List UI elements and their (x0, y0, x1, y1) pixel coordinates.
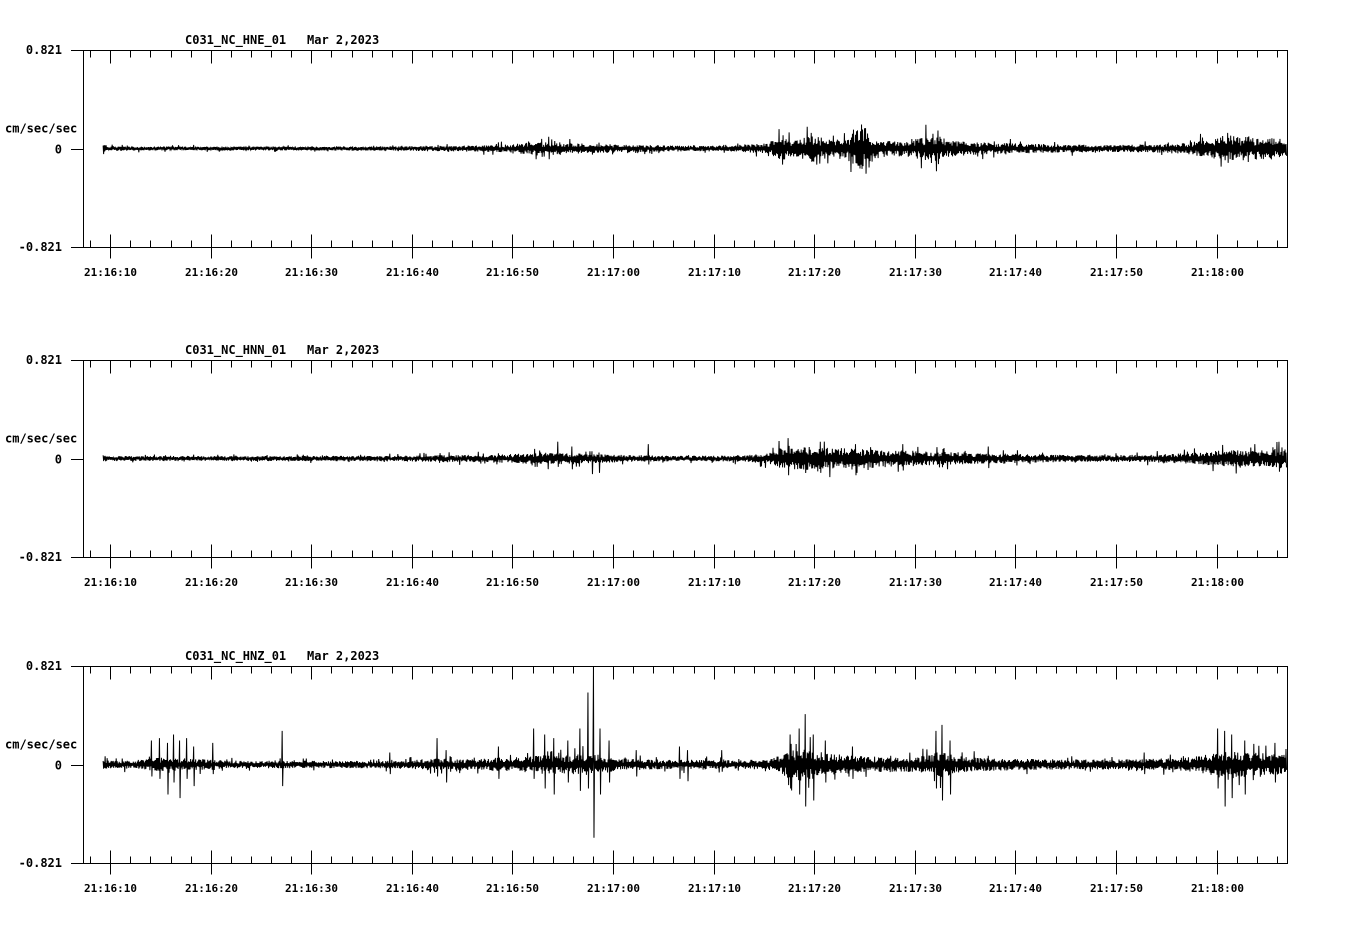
y-axis-units-label: cm/sec/sec (5, 432, 77, 446)
y-tick-label-min: -0.821 (19, 550, 62, 564)
x-tick-label: 21:17:20 (788, 576, 841, 589)
x-tick-label: 21:17:10 (688, 882, 741, 895)
seismogram-panel-C031_NC_HNZ_01: 21:16:10 21:16:20 21:16:30 21:16:40 21:16:50… (5, 649, 1288, 895)
x-tick-label: 21:17:50 (1090, 576, 1143, 589)
y-tick-label-min: -0.821 (19, 240, 62, 254)
x-tick-label: 21:16:50 (486, 882, 539, 895)
axis-group (71, 360, 1288, 569)
x-tick-label: 21:17:00 (587, 882, 640, 895)
y-axis-units-label: cm/sec/sec (5, 738, 77, 752)
x-tick-label: 21:16:50 (486, 576, 539, 589)
seismogram-panel-C031_NC_HNE_01: 21:16:10 21:16:20 21:16:30 21:16:40 21:16:50… (5, 33, 1288, 279)
x-tick-label: 21:17:40 (989, 882, 1042, 895)
x-tick-label: 21:16:30 (285, 576, 338, 589)
x-tick-label: 21:16:10 (84, 266, 137, 279)
waveform-trace-C031_NC_HNN_01 (102, 438, 1287, 478)
x-tick-label: 21:18:00 (1191, 576, 1244, 589)
y-tick-label-zero: 0 (55, 143, 62, 157)
x-tick-label: 21:17:20 (788, 266, 841, 279)
x-tick-label: 21:17:40 (989, 266, 1042, 279)
x-tick-label: 21:17:10 (688, 266, 741, 279)
x-tick-label: 21:17:40 (989, 576, 1042, 589)
x-tick-label: 21:17:30 (889, 882, 942, 895)
panel-title: C031_NC_HNE_01 (185, 33, 286, 48)
y-tick-label-zero: 0 (55, 759, 62, 773)
panel-date: Mar 2,2023 (307, 649, 379, 663)
x-tick-label: 21:17:50 (1090, 266, 1143, 279)
x-tick-label: 21:16:20 (185, 882, 238, 895)
x-tick-label: 21:16:40 (386, 266, 439, 279)
x-tick-label: 21:16:20 (185, 576, 238, 589)
y-axis-units-label: cm/sec/sec (5, 122, 77, 136)
x-tick-label: 21:16:10 (84, 576, 137, 589)
y-tick-label-max: 0.821 (26, 43, 62, 57)
waveform-trace-C031_NC_HNE_01 (102, 124, 1287, 174)
x-tick-label: 21:18:00 (1191, 882, 1244, 895)
seismogram-panel-C031_NC_HNN_01: 21:16:10 21:16:20 21:16:30 21:16:40 21:16:50… (5, 343, 1288, 589)
x-tick-label: 21:16:40 (386, 882, 439, 895)
x-tick-label: 21:17:00 (587, 576, 640, 589)
axis-group (71, 666, 1288, 875)
panel-title: C031_NC_HNZ_01 (185, 649, 286, 664)
panel-date: Mar 2,2023 (307, 343, 379, 357)
y-tick-label-min: -0.821 (19, 856, 62, 870)
y-tick-label-max: 0.821 (26, 659, 62, 673)
x-tick-label: 21:17:30 (889, 266, 942, 279)
y-tick-label-zero: 0 (55, 453, 62, 467)
x-tick-label: 21:17:10 (688, 576, 741, 589)
x-tick-label: 21:17:20 (788, 882, 841, 895)
panel-title: C031_NC_HNN_01 (185, 343, 286, 358)
x-tick-label: 21:16:10 (84, 882, 137, 895)
x-tick-label: 21:17:50 (1090, 882, 1143, 895)
x-tick-label: 21:16:30 (285, 882, 338, 895)
waveform-trace-C031_NC_HNZ_01 (102, 666, 1287, 838)
x-tick-label: 21:16:40 (386, 576, 439, 589)
y-tick-label-max: 0.821 (26, 353, 62, 367)
panel-date: Mar 2,2023 (307, 33, 379, 47)
axis-group (71, 50, 1288, 259)
x-tick-label: 21:16:20 (185, 266, 238, 279)
x-tick-label: 21:16:30 (285, 266, 338, 279)
x-tick-label: 21:17:00 (587, 266, 640, 279)
x-tick-label: 21:17:30 (889, 576, 942, 589)
x-tick-label: 21:18:00 (1191, 266, 1244, 279)
x-tick-label: 21:16:50 (486, 266, 539, 279)
